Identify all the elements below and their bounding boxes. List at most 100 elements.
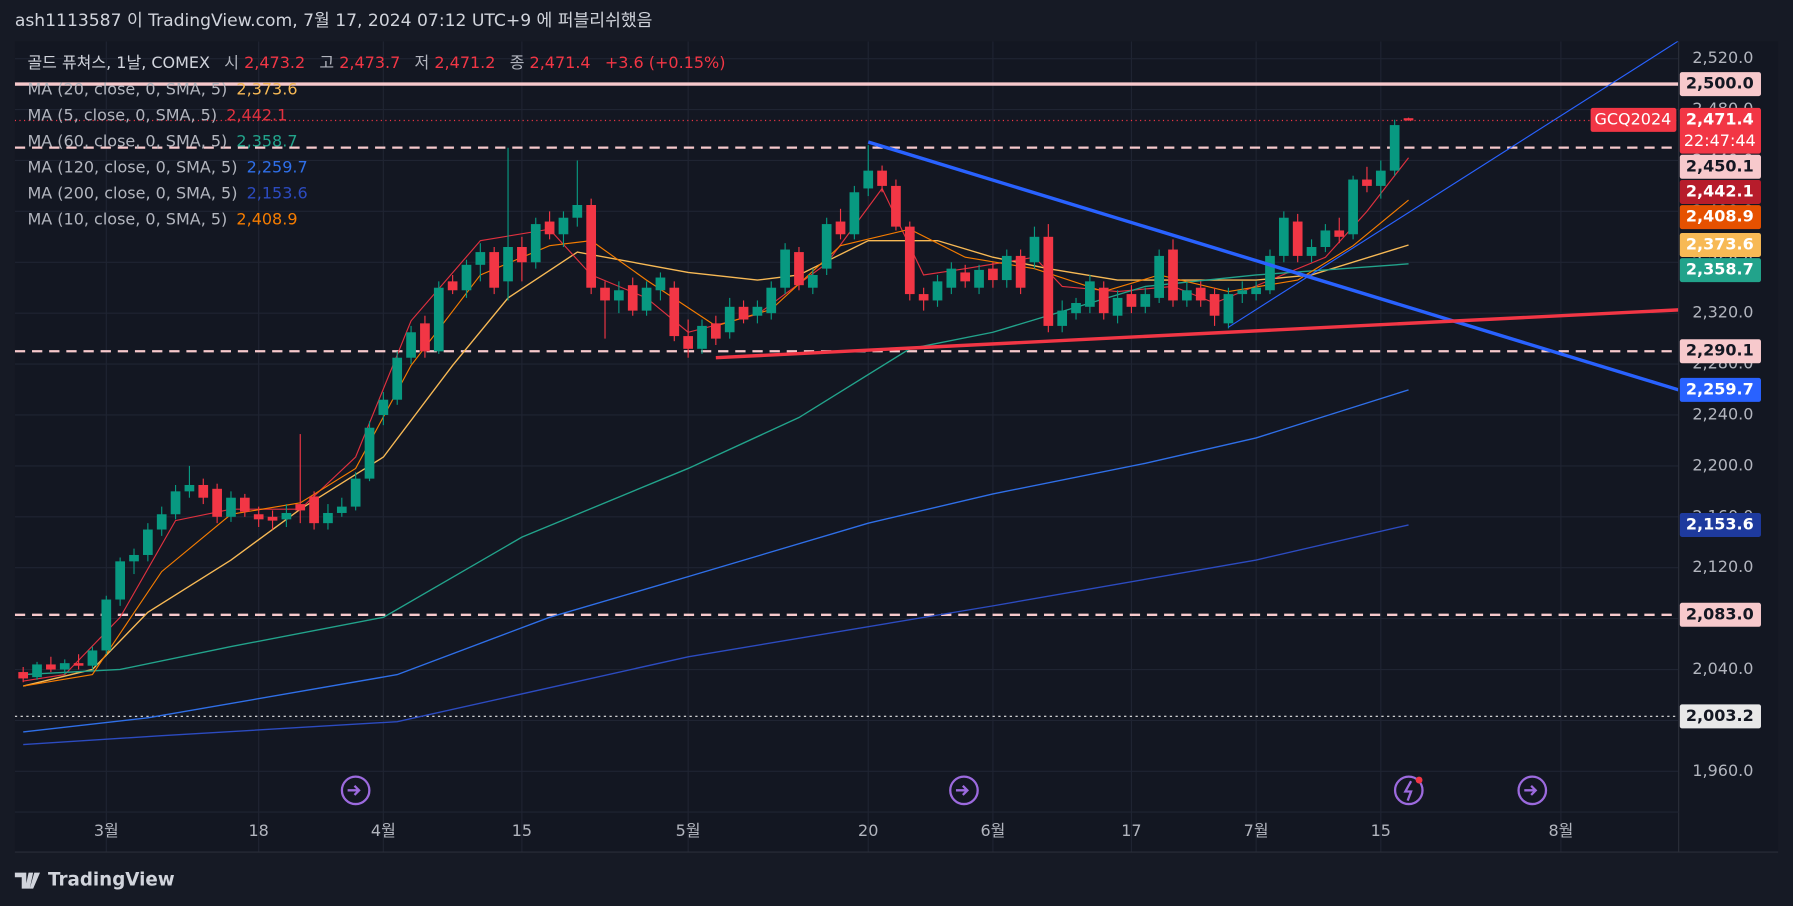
candle-body <box>683 336 693 349</box>
candle-body <box>752 306 763 316</box>
event-icon[interactable] <box>1517 775 1548 806</box>
candle-body <box>309 496 319 524</box>
price-badge <box>1679 72 1761 97</box>
candle-body <box>821 224 832 269</box>
y-tick-label: 2,200.0 <box>1692 455 1753 474</box>
event-icon[interactable] <box>1393 775 1424 806</box>
candle-body <box>655 277 666 291</box>
candle-body <box>1251 287 1261 295</box>
candle-body <box>1015 255 1026 288</box>
candle-body <box>807 274 818 288</box>
ma-legend-name: MA (200, close, 0, SMA, 5) <box>27 183 237 202</box>
y-tick-label: 1,960.0 <box>1692 761 1753 780</box>
price-badge-label: 2,358.7 <box>1686 260 1754 279</box>
candle-body <box>544 221 555 235</box>
price-badge <box>1679 377 1761 402</box>
trendline <box>1228 41 1679 328</box>
ma-legend-row: MA (60, close, 0, SMA, 5) 2,358.7 <box>27 131 297 150</box>
ma-legend-row: MA (200, close, 0, SMA, 5) 2,153.6 <box>27 183 307 202</box>
candle-body <box>350 478 361 507</box>
candle-body <box>239 497 250 512</box>
price-badge <box>1679 107 1761 154</box>
publisher-line: ash1113587 이 TradingView.com, 7월 17, 202… <box>15 11 653 31</box>
price-badge-label: 2,471.4 <box>1686 109 1754 128</box>
candle-body <box>406 332 416 358</box>
ma-legend-value: 2,358.7 <box>236 131 297 150</box>
price-badge <box>1679 154 1761 179</box>
candle-body <box>1292 221 1303 256</box>
ma-legend-row: MA (10, close, 0, SMA, 5) 2,408.9 <box>27 209 297 228</box>
y-tick-label: 2,120.0 <box>1692 557 1753 576</box>
candle-body <box>226 497 236 517</box>
price-badge <box>1679 602 1761 627</box>
candle-body <box>1182 290 1192 301</box>
price-badge-label: 2,500.0 <box>1686 74 1754 93</box>
ma-legend-row: MA (20, close, 0, SMA, 5) 2,373.6 <box>27 79 297 98</box>
candle-body <box>447 281 458 291</box>
candle-body <box>1306 246 1317 256</box>
candle-body <box>974 269 984 288</box>
high-label: 고 <box>319 53 334 72</box>
candle-body <box>170 491 181 515</box>
candle-body <box>1348 179 1358 235</box>
candle-body <box>433 287 444 352</box>
candle-body <box>461 264 472 291</box>
candle-body <box>129 554 139 562</box>
candle-body <box>988 268 998 281</box>
event-dot <box>1415 776 1423 784</box>
candle-body <box>503 246 513 282</box>
event-icon-arrow <box>955 784 970 796</box>
event-icon[interactable] <box>949 775 979 806</box>
candle-body <box>1375 170 1386 186</box>
candle-body <box>517 246 527 263</box>
ma-legend-row: MA (120, close, 0, SMA, 5) 2,259.7 <box>27 157 307 176</box>
candle-body <box>378 399 389 415</box>
brand: TradingView <box>14 870 175 891</box>
candle-body <box>364 427 375 479</box>
candle-body <box>184 484 195 492</box>
candle-body <box>101 599 112 651</box>
price-badge <box>1679 232 1761 257</box>
candle-body <box>1029 236 1040 263</box>
trendline <box>867 140 1679 392</box>
candle-body <box>891 185 901 227</box>
chart-pane <box>14 41 1779 853</box>
countdown-label: 22:47:44 <box>1684 131 1756 150</box>
price-badge-label: 2,259.7 <box>1686 379 1754 398</box>
candle-body <box>1334 230 1345 237</box>
candle-body <box>198 484 209 498</box>
ohlc-legend: 골드 퓨쳐스, 1날, COMEX 시 2,473.2 고 2,473.7 저 … <box>27 53 725 72</box>
symbol-label: GCQ2024 <box>1594 109 1671 128</box>
candle-body <box>766 287 777 314</box>
candle-body <box>932 281 943 301</box>
event-icon-arrow <box>347 784 361 796</box>
close-label: 종 <box>510 53 525 72</box>
x-tick-label: 6월 <box>980 821 1005 840</box>
price-badge-label: 2,450.1 <box>1686 156 1754 175</box>
candle-body <box>267 516 278 521</box>
price-badge-label: 2,003.2 <box>1686 706 1754 725</box>
candle-body <box>475 252 486 265</box>
candle-body <box>59 663 70 670</box>
candle-body <box>794 252 804 286</box>
candle-body <box>627 285 638 311</box>
candle-body <box>1154 255 1164 298</box>
x-tick-label: 18 <box>249 821 269 840</box>
candle-body <box>18 672 29 679</box>
candle-body <box>586 204 597 288</box>
x-tick-label: 3월 <box>94 821 119 840</box>
ma-legend-value: 2,153.6 <box>247 183 308 202</box>
candle-body <box>1071 302 1081 314</box>
candle-body <box>1389 125 1400 171</box>
instrument-title: 골드 퓨쳐스, 1날, COMEX <box>27 53 210 72</box>
event-icon[interactable] <box>340 775 371 806</box>
candle-body <box>1209 294 1220 316</box>
price-badge-label: 2,442.1 <box>1686 181 1754 200</box>
candle-body <box>489 252 500 288</box>
candle-body <box>1057 310 1068 326</box>
event-icon-bolt <box>1403 780 1413 802</box>
ma-legend-name: MA (5, close, 0, SMA, 5) <box>27 105 217 124</box>
candle-body <box>1237 290 1248 295</box>
x-tick-label: 20 <box>858 821 878 840</box>
